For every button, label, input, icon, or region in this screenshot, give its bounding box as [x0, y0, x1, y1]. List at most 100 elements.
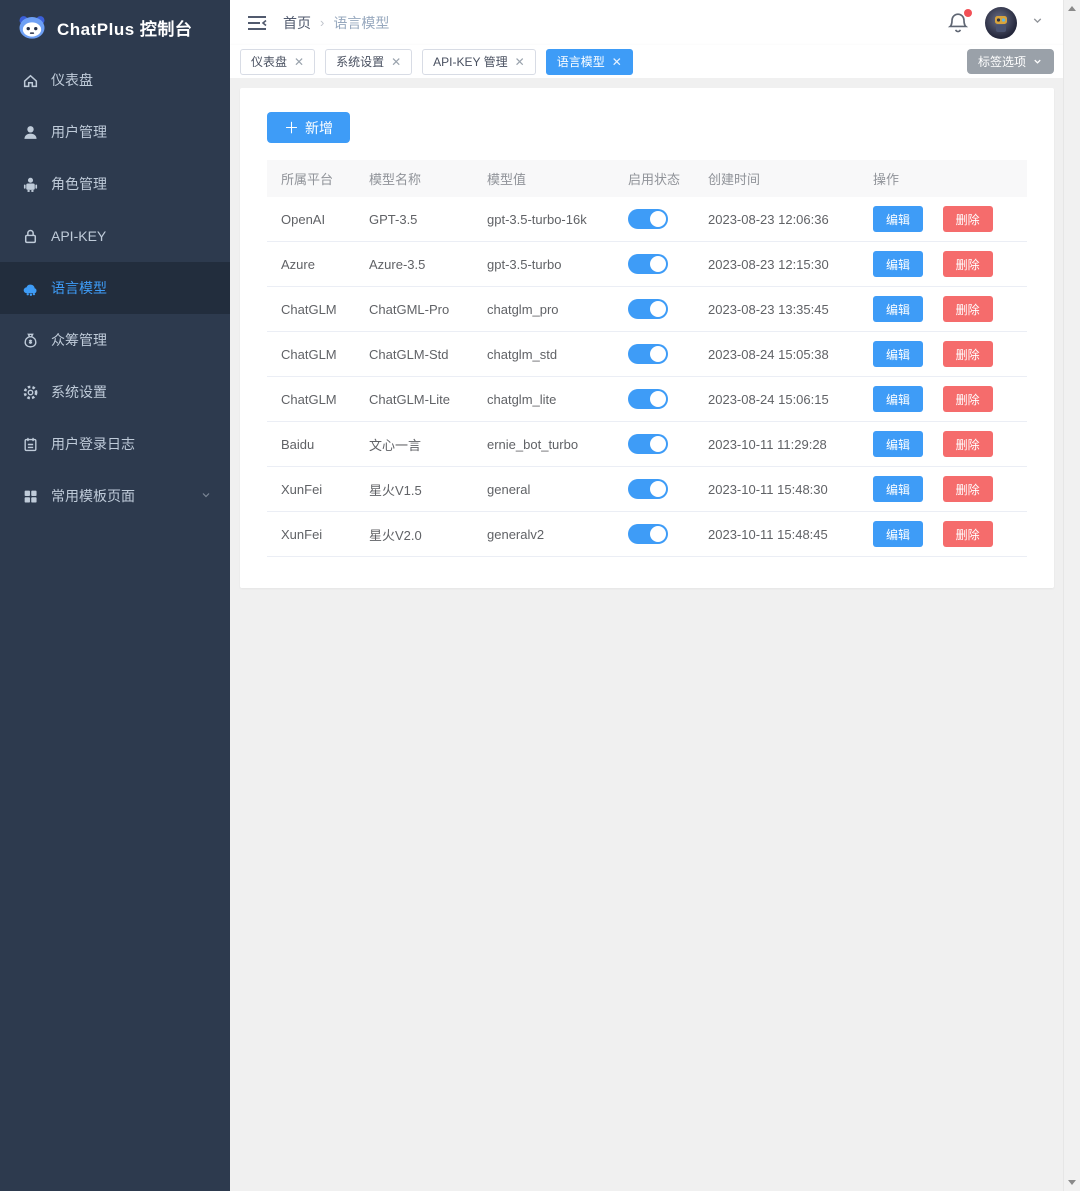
- app-title: ChatPlus 控制台: [57, 19, 193, 39]
- page-scrollbar[interactable]: [1063, 0, 1080, 1191]
- breadcrumb-home[interactable]: 首页: [283, 14, 311, 31]
- tab-language-model[interactable]: 语言模型 ✕: [545, 48, 633, 75]
- column-header-actions: 操作: [873, 172, 900, 187]
- close-icon[interactable]: ✕: [294, 54, 305, 69]
- table-row: XunFei 星火V1.5 general 2023-10-11 15:48:3…: [267, 467, 1027, 512]
- cell-model-name: 星火V1.5: [369, 482, 422, 498]
- edit-button[interactable]: 编辑: [873, 521, 924, 547]
- tab-system-settings[interactable]: 系统设置 ✕: [325, 48, 413, 75]
- cell-created-time: 2023-08-24 15:06:15: [708, 391, 829, 407]
- sidebar-item-apikey[interactable]: API-KEY: [0, 210, 230, 262]
- toggle-knob: [650, 211, 666, 227]
- role-icon: [22, 176, 39, 193]
- cell-created-time: 2023-10-11 15:48:30: [708, 481, 828, 497]
- sidebar-item-label: 用户管理: [51, 124, 107, 140]
- cell-created-time: 2023-08-24 15:05:38: [708, 346, 829, 362]
- edit-button[interactable]: 编辑: [873, 386, 924, 412]
- enable-toggle[interactable]: [628, 209, 668, 229]
- cell-platform: ChatGLM: [281, 391, 337, 407]
- chevron-down-icon: [1034, 59, 1041, 64]
- tag-options-button[interactable]: 标签选项: [966, 49, 1054, 74]
- column-header-created: 创建时间: [708, 172, 761, 187]
- edit-button[interactable]: 编辑: [873, 431, 924, 457]
- close-icon[interactable]: ✕: [611, 54, 622, 69]
- cell-status: [614, 299, 694, 319]
- enable-toggle[interactable]: [628, 344, 668, 364]
- enable-toggle[interactable]: [628, 524, 668, 544]
- cell-actions: 编辑 删除: [859, 251, 1027, 277]
- cell-model-value: gpt-3.5-turbo-16k: [487, 211, 587, 227]
- model-table-card: ＋ 新增 所属平台 模型名称 模型值 启用状态 创建时间 操作 OpenAI G…: [240, 88, 1054, 588]
- enable-toggle[interactable]: [628, 389, 668, 409]
- sidebar-item-settings[interactable]: 系统设置: [0, 366, 230, 418]
- breadcrumb-current: 语言模型: [333, 14, 390, 31]
- delete-button[interactable]: 删除: [942, 521, 993, 547]
- sidebar-collapse-icon[interactable]: [247, 15, 267, 31]
- cell-actions: 编辑 删除: [859, 431, 1027, 457]
- delete-button[interactable]: 删除: [942, 251, 993, 277]
- sidebar-item-label: 常用模板页面: [51, 488, 135, 504]
- avatar[interactable]: [985, 6, 1017, 39]
- sidebar-item-label: 众筹管理: [51, 332, 107, 348]
- edit-button[interactable]: 编辑: [873, 476, 924, 502]
- sidebar-item-dashboard[interactable]: 仪表盘: [0, 54, 230, 106]
- plus-icon: ＋: [284, 120, 300, 137]
- delete-button[interactable]: 删除: [942, 296, 993, 322]
- cell-model-value: general: [487, 481, 531, 497]
- close-icon[interactable]: ✕: [391, 54, 402, 69]
- cell-model-name: Azure-3.5: [369, 256, 426, 272]
- toggle-knob: [650, 481, 666, 497]
- delete-button[interactable]: 删除: [942, 206, 993, 232]
- lock-icon: [22, 228, 39, 245]
- cell-model-value: chatglm_std: [487, 346, 558, 362]
- edit-button[interactable]: 编辑: [873, 206, 924, 232]
- edit-button[interactable]: 编辑: [873, 341, 924, 367]
- cell-created-time: 2023-08-23 13:35:45: [708, 301, 829, 317]
- sidebar-item-crowdfunding[interactable]: 众筹管理: [0, 314, 230, 366]
- delete-button[interactable]: 删除: [942, 431, 993, 457]
- sidebar-item-templates[interactable]: 常用模板页面: [0, 470, 230, 522]
- sidebar-item-label: 系统设置: [51, 384, 107, 400]
- cell-model-name: 文心一言: [369, 437, 422, 453]
- cell-actions: 编辑 删除: [859, 476, 1027, 502]
- enable-toggle[interactable]: [628, 479, 668, 499]
- notification-bell-icon[interactable]: [947, 8, 972, 36]
- table-row: ChatGLM ChatGLM-Lite chatglm_lite 2023-0…: [267, 377, 1027, 422]
- cell-model-name: GPT-3.5: [369, 211, 418, 227]
- tab-apikey-management[interactable]: API-KEY 管理 ✕: [422, 48, 536, 75]
- table-row: Baidu 文心一言 ernie_bot_turbo 2023-10-11 11…: [267, 422, 1027, 467]
- sidebar-item-language-model[interactable]: 语言模型: [0, 262, 230, 314]
- edit-button[interactable]: 编辑: [873, 251, 924, 277]
- scroll-up-arrow-icon[interactable]: [1064, 0, 1080, 17]
- close-icon[interactable]: ✕: [514, 54, 525, 69]
- enable-toggle[interactable]: [628, 434, 668, 454]
- cell-model-value: ernie_bot_turbo: [487, 436, 579, 452]
- scroll-down-arrow-icon[interactable]: [1064, 1174, 1080, 1191]
- cell-platform: ChatGLM: [281, 301, 337, 317]
- cell-status: [614, 434, 694, 454]
- delete-button[interactable]: 删除: [942, 476, 993, 502]
- tab-dashboard[interactable]: 仪表盘 ✕: [240, 48, 316, 75]
- cell-status: [614, 389, 694, 409]
- cell-model-value: chatglm_lite: [487, 391, 557, 407]
- sidebar-item-label: 角色管理: [51, 176, 107, 192]
- sidebar-item-users[interactable]: 用户管理: [0, 106, 230, 158]
- sidebar-item-login-log[interactable]: 用户登录日志: [0, 418, 230, 470]
- sidebar-item-roles[interactable]: 角色管理: [0, 158, 230, 210]
- delete-button[interactable]: 删除: [942, 341, 993, 367]
- tab-label: 语言模型: [556, 55, 605, 69]
- enable-toggle[interactable]: [628, 299, 668, 319]
- tab-label: 系统设置: [336, 55, 385, 69]
- user-menu-chevron-icon[interactable]: [1031, 14, 1044, 32]
- table-row: ChatGLM ChatGML-Pro chatglm_pro 2023-08-…: [267, 287, 1027, 332]
- cell-actions: 编辑 删除: [859, 341, 1027, 367]
- delete-button[interactable]: 删除: [942, 386, 993, 412]
- column-header-platform: 所属平台: [281, 172, 334, 187]
- table-row: OpenAI GPT-3.5 gpt-3.5-turbo-16k 2023-08…: [267, 197, 1027, 242]
- enable-toggle[interactable]: [628, 254, 668, 274]
- cell-actions: 编辑 删除: [859, 386, 1027, 412]
- edit-button[interactable]: 编辑: [873, 296, 924, 322]
- column-header-model-name: 模型名称: [369, 172, 422, 187]
- add-button[interactable]: ＋ 新增: [267, 112, 351, 143]
- cell-created-time: 2023-08-23 12:15:30: [708, 256, 829, 272]
